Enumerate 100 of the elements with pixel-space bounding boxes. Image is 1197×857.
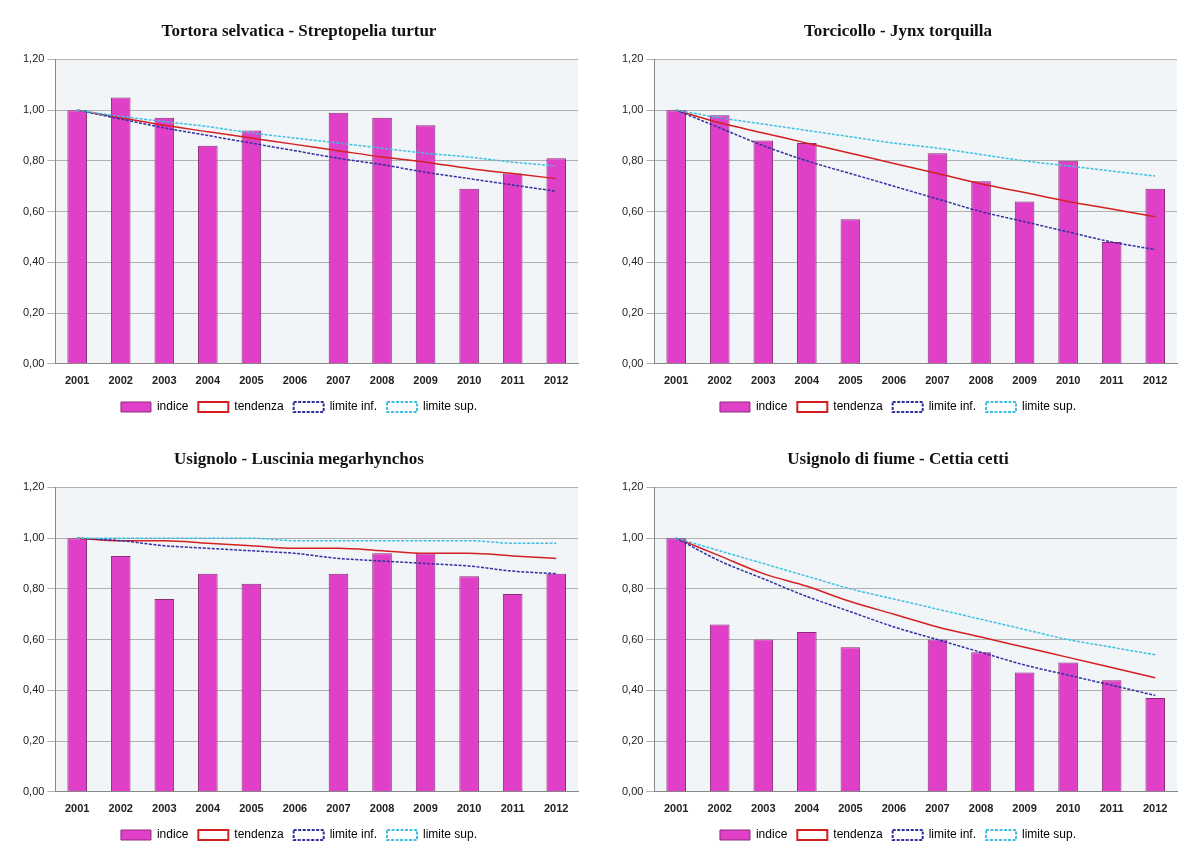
y-tick-label: 1,00: [22, 103, 45, 116]
y-tick-label: 0,60: [22, 632, 45, 645]
legend-label: tendenza: [833, 827, 884, 842]
x-tick-label: 2009: [1012, 802, 1037, 815]
y-tick-label: 0,40: [22, 683, 45, 696]
x-tick-label: 2008: [369, 802, 395, 815]
y-tick-label: 0,80: [621, 581, 644, 594]
x-tick-label: 2003: [152, 374, 177, 387]
y-tick-label: 1,20: [22, 52, 45, 65]
x-tick-label: 2012: [1142, 374, 1168, 387]
y-tick-label: 1,00: [621, 103, 644, 116]
line-series: [675, 537, 1156, 656]
y-tick-label: 0,80: [22, 153, 45, 166]
x-tick-label: 2010: [1055, 374, 1081, 387]
y-tick-label: 0,00: [22, 784, 45, 797]
x-tick-label: 2007: [925, 374, 950, 387]
legend-label: indice: [755, 827, 788, 842]
y-tick-label: 0,20: [22, 306, 45, 319]
x-tick-label: 2011: [1099, 374, 1124, 387]
chart-title: Tortora selvatica - Streptopelia turtur: [161, 20, 437, 40]
x-tick-label: 2004: [794, 802, 820, 815]
chart-title: Usignolo di fiume - Cettia cetti: [787, 448, 1009, 468]
x-tick-label: 2001: [64, 802, 90, 815]
y-tick-label: 1,20: [621, 480, 644, 493]
x-tick-label: 2005: [838, 802, 863, 815]
y-tick-label: 0,20: [621, 734, 644, 747]
y-tick-label: 1,20: [621, 52, 644, 65]
x-tick-label: 2004: [195, 374, 221, 387]
y-tick-label: 0,40: [22, 255, 45, 268]
y-tick-label: 0,80: [22, 581, 45, 594]
x-tick-label: 2008: [968, 802, 994, 815]
line-series: [675, 109, 1156, 177]
y-tick-label: 0,40: [621, 683, 644, 696]
x-tick-label: 2003: [751, 374, 776, 387]
y-tick-label: 0,60: [22, 204, 45, 217]
x-tick-label: 2001: [663, 802, 689, 815]
x-tick-label: 2007: [326, 802, 351, 815]
x-tick-label: 2006: [282, 802, 308, 815]
legend-label: indice: [156, 827, 189, 842]
y-tick-label: 0,00: [621, 784, 644, 797]
x-tick-label: 2006: [881, 374, 907, 387]
legend-label: limite sup.: [1022, 827, 1077, 842]
x-tick-label: 2001: [64, 374, 90, 387]
x-tick-label: 2009: [1012, 374, 1037, 387]
y-tick-label: 0,40: [621, 255, 644, 268]
y-tick-label: 1,00: [22, 531, 45, 544]
x-tick-label: 2008: [369, 374, 395, 387]
legend-label: tendenza: [234, 827, 285, 842]
x-tick-label: 2009: [413, 374, 438, 387]
legend-label: tendenza: [833, 399, 884, 414]
legend-label: limite inf.: [928, 827, 977, 842]
x-tick-label: 2010: [456, 374, 482, 387]
x-tick-label: 2005: [239, 374, 264, 387]
x-tick-label: 2001: [663, 374, 689, 387]
x-tick-label: 2012: [1142, 802, 1168, 815]
legend-label: limite inf.: [329, 827, 378, 842]
x-tick-label: 2011: [500, 802, 525, 815]
y-tick-label: 0,20: [22, 734, 45, 747]
x-tick-label: 2006: [282, 374, 308, 387]
x-tick-label: 2002: [108, 374, 133, 387]
legend-label: tendenza: [234, 399, 285, 414]
x-tick-label: 2006: [881, 802, 907, 815]
y-tick-label: 1,20: [22, 480, 45, 493]
legend-label: limite sup.: [423, 399, 478, 414]
legend-label: limite sup.: [1022, 399, 1077, 414]
y-tick-label: 0,00: [22, 356, 45, 369]
chart-title: Torcicollo - Jynx torquilla: [803, 20, 993, 40]
x-tick-label: 2002: [707, 802, 732, 815]
x-tick-label: 2012: [543, 374, 569, 387]
x-tick-label: 2010: [456, 802, 482, 815]
x-tick-label: 2007: [326, 374, 351, 387]
x-tick-label: 2012: [543, 802, 569, 815]
legend-label: limite inf.: [928, 399, 977, 414]
x-tick-label: 2003: [152, 802, 177, 815]
x-tick-label: 2010: [1055, 802, 1081, 815]
x-tick-label: 2008: [968, 374, 994, 387]
x-tick-label: 2005: [838, 374, 863, 387]
x-tick-label: 2002: [108, 802, 133, 815]
line-series: [76, 109, 557, 167]
x-tick-label: 2011: [500, 374, 525, 387]
y-tick-label: 1,00: [621, 531, 644, 544]
x-tick-label: 2004: [794, 374, 820, 387]
y-tick-label: 0,20: [621, 306, 644, 319]
x-tick-label: 2003: [751, 802, 776, 815]
x-tick-label: 2004: [195, 802, 221, 815]
legend-label: limite sup.: [423, 827, 478, 842]
legend-label: indice: [755, 399, 788, 414]
line-series: [675, 109, 1156, 251]
chart-title: Usignolo - Luscinia megarhynchos: [174, 448, 425, 468]
x-tick-label: 2011: [1099, 802, 1124, 815]
x-tick-label: 2005: [239, 802, 264, 815]
x-tick-label: 2002: [707, 374, 732, 387]
x-tick-label: 2009: [413, 802, 438, 815]
y-tick-label: 0,60: [621, 632, 644, 645]
legend-label: limite inf.: [329, 399, 378, 414]
y-tick-label: 0,60: [621, 204, 644, 217]
y-tick-label: 0,80: [621, 153, 644, 166]
legend-label: indice: [156, 399, 189, 414]
y-tick-label: 0,00: [621, 356, 644, 369]
x-tick-label: 2007: [925, 802, 950, 815]
